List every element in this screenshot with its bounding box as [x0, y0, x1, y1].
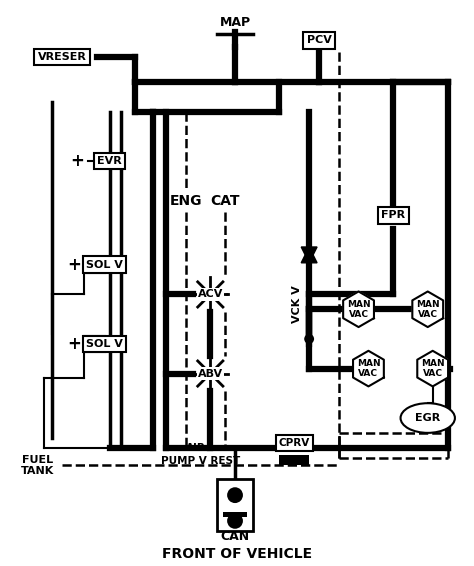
Text: MAN
VAC: MAN VAC — [356, 359, 380, 378]
Text: SOL V: SOL V — [86, 339, 123, 349]
Text: MAN
VAC: MAN VAC — [416, 299, 439, 319]
Text: +: + — [67, 256, 81, 274]
Text: MAP: MAP — [219, 16, 251, 29]
Text: +: + — [67, 335, 81, 353]
Polygon shape — [343, 291, 374, 327]
Text: ENG: ENG — [169, 194, 202, 208]
Text: FRONT OF VEHICLE: FRONT OF VEHICLE — [162, 547, 312, 561]
FancyBboxPatch shape — [223, 512, 247, 517]
Text: MAN
VAC: MAN VAC — [347, 299, 370, 319]
Text: CAN: CAN — [220, 530, 250, 543]
Ellipse shape — [401, 403, 455, 433]
Text: FUEL
TANK: FUEL TANK — [21, 454, 54, 477]
Text: EVR: EVR — [97, 156, 122, 166]
Text: CAT: CAT — [210, 194, 240, 208]
Text: EGR: EGR — [415, 413, 440, 423]
Text: PCV: PCV — [307, 35, 331, 45]
Circle shape — [304, 334, 314, 344]
Text: SOL V: SOL V — [86, 260, 123, 270]
Polygon shape — [353, 351, 384, 387]
Polygon shape — [301, 247, 317, 255]
FancyBboxPatch shape — [280, 454, 309, 465]
Text: MAN
VAC: MAN VAC — [421, 359, 445, 378]
Text: AIR: AIR — [185, 443, 205, 453]
Text: PUMP V REST: PUMP V REST — [161, 456, 240, 466]
FancyBboxPatch shape — [217, 479, 253, 531]
Text: VCK V: VCK V — [292, 285, 302, 323]
Polygon shape — [301, 255, 317, 263]
Text: ACV: ACV — [198, 289, 223, 299]
Circle shape — [227, 487, 243, 503]
Text: ABV: ABV — [198, 368, 223, 379]
Text: +: + — [70, 152, 84, 170]
Polygon shape — [417, 351, 448, 387]
Polygon shape — [412, 291, 443, 327]
Text: VRESER: VRESER — [37, 52, 87, 62]
Text: CPRV: CPRV — [279, 438, 310, 448]
Text: FPR: FPR — [381, 211, 405, 220]
Circle shape — [227, 513, 243, 529]
